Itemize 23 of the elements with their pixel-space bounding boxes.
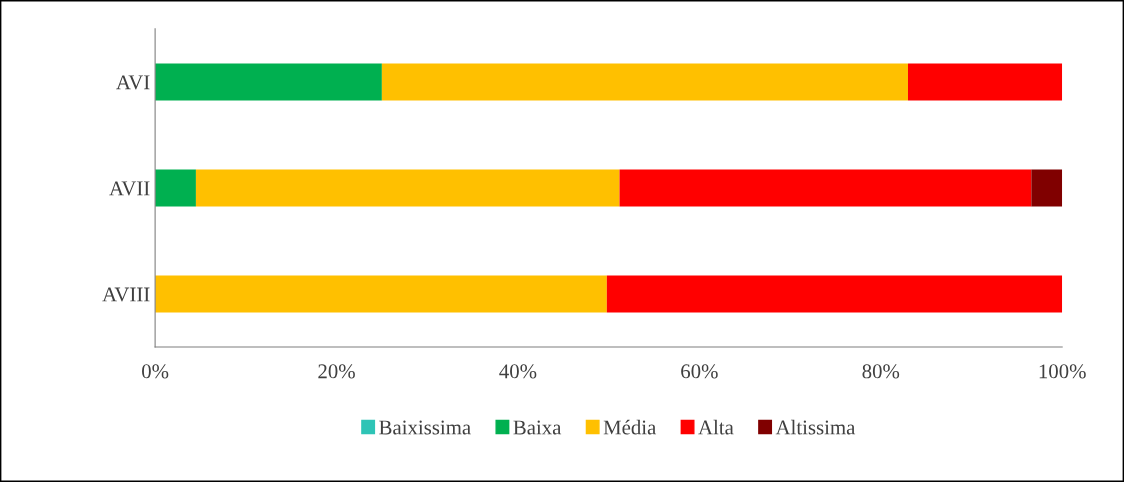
x-tick-label: 80%: [862, 364, 900, 379]
x-tick-label: 20%: [318, 364, 355, 379]
bar: [195, 169, 620, 207]
legend-label: Baixa: [513, 420, 562, 435]
bar: [619, 169, 1032, 207]
bar: [606, 275, 1063, 313]
y-tick-label: AVI: [116, 75, 150, 90]
bar: [155, 169, 196, 207]
legend-label: Média: [603, 419, 657, 435]
legend-label: Alta: [698, 419, 734, 435]
bar: [155, 63, 382, 101]
bar: [155, 275, 607, 313]
x-tick-label: 60%: [681, 364, 718, 379]
bar: [381, 63, 908, 101]
x-tick-label: 100%: [1039, 364, 1086, 379]
bar: [907, 63, 1063, 101]
y-tick-label: AVIII: [102, 287, 150, 302]
bar: [1031, 169, 1063, 207]
x-tick-label: 0%: [142, 364, 169, 379]
x-tick-label: 40%: [499, 364, 537, 379]
legend-label: Baixissima: [379, 420, 471, 435]
legend-label: Altissima: [775, 419, 856, 435]
y-tick-label: AVII: [109, 181, 150, 196]
